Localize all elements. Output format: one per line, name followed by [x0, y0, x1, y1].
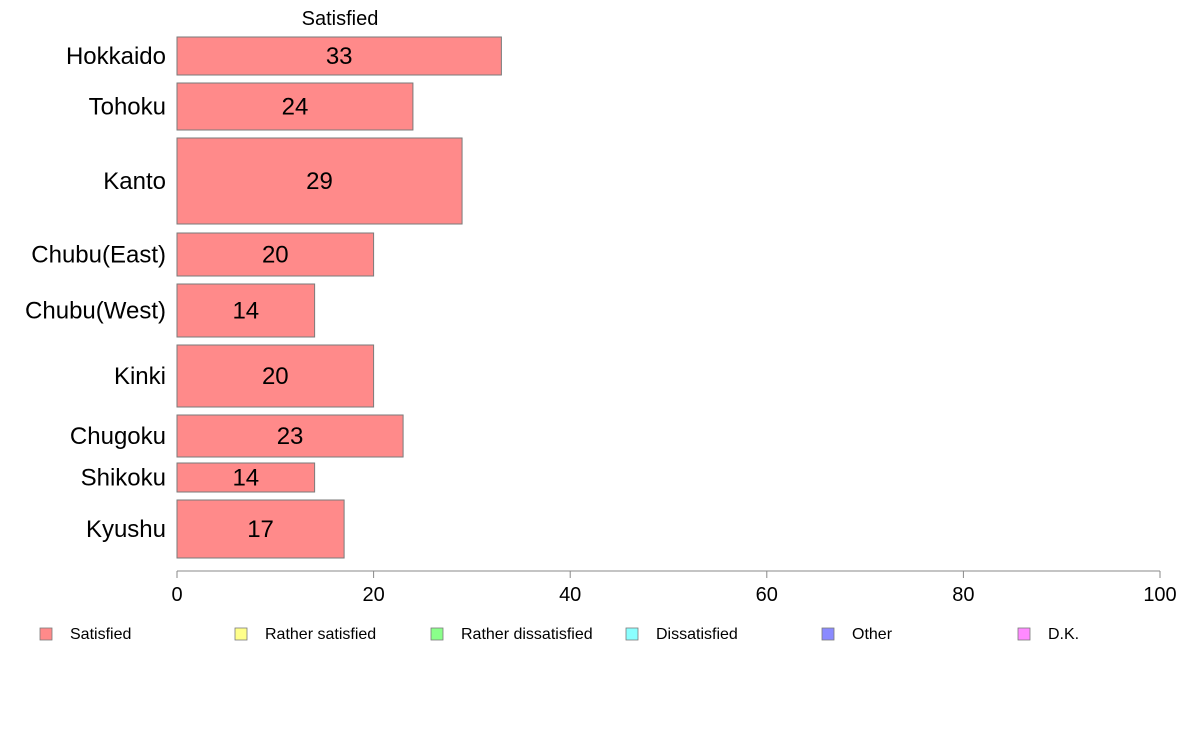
- x-tick-label: 60: [756, 584, 778, 606]
- category-label: Chubu(West): [25, 298, 166, 325]
- legend: Satisfied Rather satisfied Rather dissatis…: [39, 626, 1079, 643]
- x-tick-label: 20: [362, 584, 384, 606]
- legend-label: Rather satisfied: [265, 626, 376, 643]
- category-label: Kyushu: [86, 516, 166, 543]
- legend-label: Other: [852, 626, 893, 643]
- bar-value-label: 24: [282, 94, 309, 121]
- category-label: Hokkaido: [66, 43, 166, 70]
- bar-value-label: 14: [232, 298, 259, 325]
- x-tick-label: 80: [952, 584, 974, 606]
- legend-swatch: [234, 627, 248, 641]
- bar-value-label: 17: [247, 516, 274, 543]
- bar-value-label: 20: [262, 242, 289, 269]
- x-tick-label: 40: [559, 584, 581, 606]
- bar: [176, 462, 316, 493]
- bar-value-label: 14: [232, 465, 259, 492]
- category-label: Kinki: [114, 363, 166, 390]
- category-label: Chugoku: [70, 423, 166, 450]
- legend-swatch: [821, 627, 835, 641]
- legend-swatch: [430, 627, 444, 641]
- bar: [176, 36, 502, 76]
- x-tick-label: 100: [1143, 584, 1176, 606]
- bar: [176, 283, 316, 338]
- legend-label: Rather dissatisfied: [461, 626, 593, 643]
- bar-value-label: 29: [306, 168, 333, 195]
- category-label: Tohoku: [89, 94, 166, 121]
- x-axis: 0 20 40 60 80 100: [171, 570, 1177, 606]
- legend-swatch: [625, 627, 639, 641]
- legend-label: D.K.: [1048, 626, 1079, 643]
- bar: [176, 344, 375, 408]
- bar-group: Hokkaido 33 Tohoku 24 Kanto 29 Chubu(East) 20 Ch…: [25, 36, 502, 559]
- x-tick-label: 0: [171, 584, 182, 606]
- legend-label: Satisfied: [70, 626, 131, 643]
- bar: [176, 137, 463, 225]
- category-label: Kanto: [103, 168, 166, 195]
- legend-swatch: [39, 627, 53, 641]
- bar-value-label: 23: [277, 423, 304, 450]
- category-label: Chubu(East): [31, 242, 166, 269]
- bar: [176, 82, 414, 131]
- category-label: Shikoku: [81, 465, 166, 492]
- bar: [176, 414, 404, 458]
- bar: [176, 232, 375, 277]
- chart-title: Satisfied: [302, 8, 379, 30]
- bar-value-label: 20: [262, 363, 289, 390]
- bar: [176, 499, 345, 559]
- bar-value-label: 33: [326, 43, 353, 70]
- legend-swatch: [1017, 627, 1031, 641]
- legend-label: Dissatisfied: [656, 626, 738, 643]
